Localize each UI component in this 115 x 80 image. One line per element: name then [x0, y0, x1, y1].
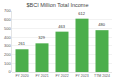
svg-text:FY 2021: FY 2021: [35, 74, 48, 78]
svg-text:480: 480: [98, 22, 105, 27]
svg-text:0: 0: [8, 69, 11, 74]
svg-text:700: 700: [4, 8, 11, 13]
svg-text:400: 400: [4, 35, 11, 40]
svg-text:500: 500: [4, 26, 11, 31]
svg-text:300: 300: [4, 43, 11, 48]
svg-text:261: 261: [18, 41, 25, 46]
svg-text:100: 100: [4, 61, 11, 66]
svg-text:TTM 2024: TTM 2024: [94, 74, 110, 78]
svg-text:FY 2022: FY 2022: [55, 74, 68, 78]
svg-text:463: 463: [58, 24, 65, 29]
svg-text:612: 612: [78, 11, 85, 16]
svg-text:FY 2023: FY 2023: [75, 74, 88, 78]
svg-text:FY 2020: FY 2020: [15, 74, 28, 78]
svg-text:$BCI Million Total Income: $BCI Million Total Income: [27, 2, 89, 8]
svg-text:200: 200: [4, 52, 11, 57]
svg-text:600: 600: [4, 17, 11, 22]
svg-text:329: 329: [38, 35, 45, 40]
